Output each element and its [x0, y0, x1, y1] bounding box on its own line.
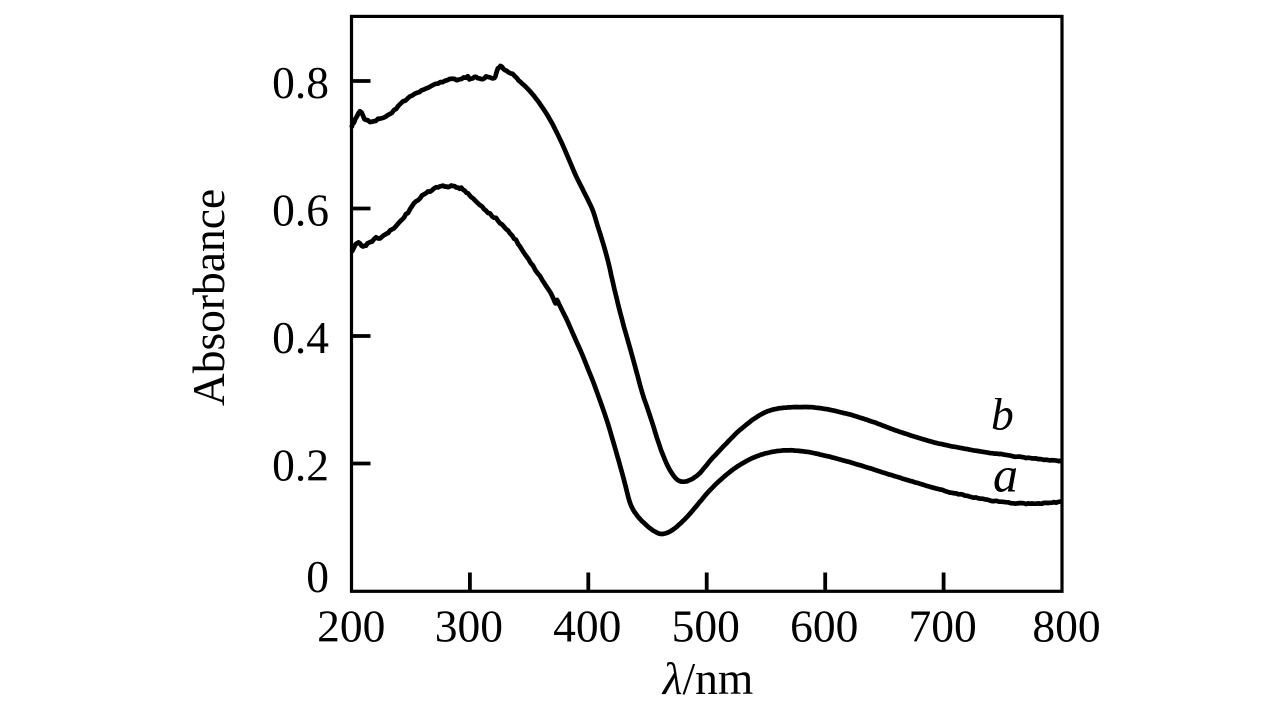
- svg-text:b: b: [991, 389, 1014, 440]
- svg-text:200: 200: [317, 600, 385, 651]
- svg-text:600: 600: [790, 600, 858, 651]
- svg-text:0.4: 0.4: [272, 312, 329, 363]
- svg-text:300: 300: [435, 600, 503, 651]
- svg-text:a: a: [993, 447, 1018, 503]
- svg-text:0: 0: [306, 551, 329, 602]
- svg-text:Absorbance: Absorbance: [183, 189, 234, 406]
- svg-text:500: 500: [672, 600, 740, 651]
- svg-text:0.8: 0.8: [272, 57, 329, 108]
- svg-text:700: 700: [908, 600, 976, 651]
- svg-text:400: 400: [553, 600, 621, 651]
- svg-text:0.6: 0.6: [272, 185, 329, 236]
- svg-text:0.2: 0.2: [272, 440, 329, 491]
- svg-text:800: 800: [1032, 600, 1100, 651]
- svg-text:λ/nm: λ/nm: [661, 653, 754, 704]
